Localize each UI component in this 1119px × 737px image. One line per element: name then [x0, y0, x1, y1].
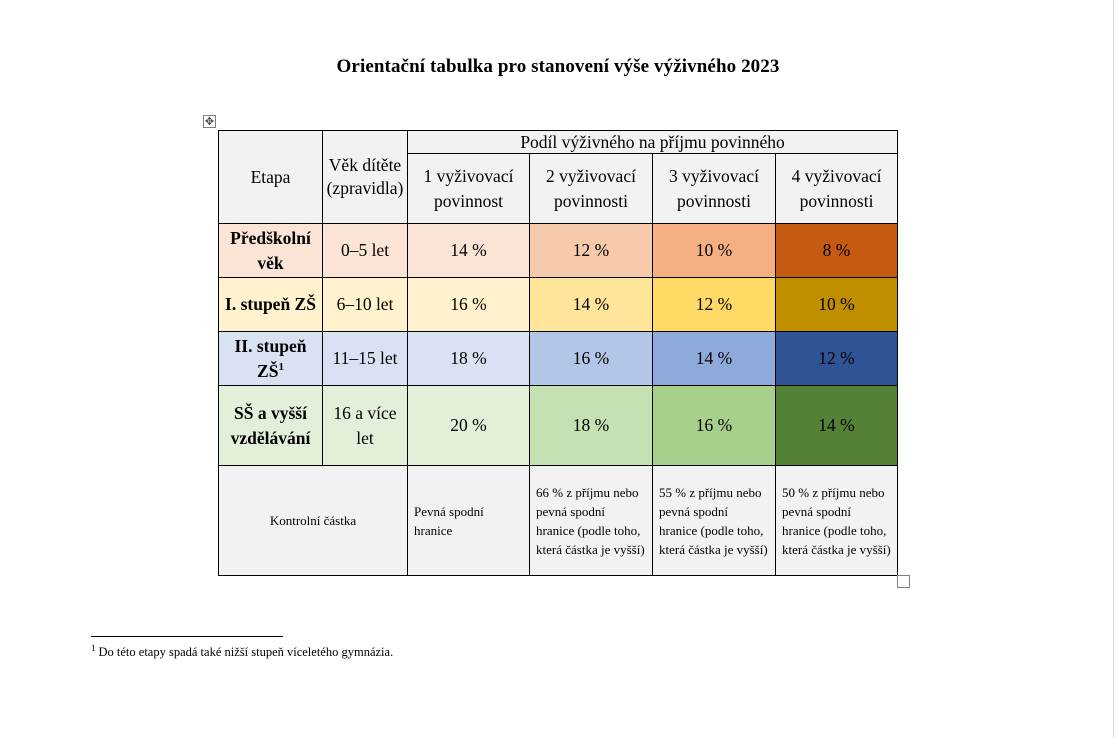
table-row-primary-2: II. stupeň ZŠ1 11–15 let 18 % 16 % 14 % … [218, 331, 899, 386]
footnote-separator [91, 636, 283, 637]
control-label: Kontrolní částka [218, 465, 408, 576]
share-value: 12 % [529, 223, 653, 278]
table-row-control: Kontrolní částka Pevná spodní hranice 66… [218, 465, 899, 576]
share-value: 12 % [774, 331, 899, 386]
control-cell-2: 66 % z příjmu nebo pevná spodní hranice … [529, 465, 653, 576]
stage-label-preschool: Předškolní věk [218, 223, 323, 278]
stage-label-primary-1: I. stupeň ZŠ [218, 277, 323, 332]
footnote-text: Do této etapy spadá také nižší stupeň ví… [98, 645, 394, 659]
share-value: 14 % [529, 277, 653, 332]
share-value: 18 % [529, 385, 653, 466]
share-value: 8 % [774, 223, 899, 278]
age-range-primary-1: 6–10 let [322, 277, 408, 332]
share-value: 14 % [652, 331, 776, 386]
control-cell-4: 50 % z příjmu nebo pevná spodní hranice … [774, 465, 899, 576]
age-range-primary-2: 11–15 let [322, 331, 408, 386]
table-row-preschool: Předškolní věk 0–5 let 14 % 12 % 10 % 8 … [218, 223, 899, 278]
footnote: 1 Do této etapy spadá také nižší stupeň v… [91, 642, 394, 660]
header-obligation-2: 2 vyživovací povinnosti [529, 153, 653, 224]
stage-text: Předškolní věk [230, 227, 311, 273]
table-resize-handle-icon[interactable] [897, 575, 910, 588]
alimony-table: Etapa Věk dítěte (zpravidla) Podíl výživ… [218, 130, 899, 576]
table-row-secondary: SŠ a vyšší vzdělávání 16 a více let 20 %… [218, 385, 899, 466]
header-obligation-1: 1 vyživovací povinnost [407, 153, 530, 224]
header-stage: Etapa [218, 130, 323, 224]
stage-text: I. stupeň ZŠ [225, 294, 316, 314]
share-value: 20 % [407, 385, 530, 466]
share-value: 18 % [407, 331, 530, 386]
table-move-handle-icon[interactable]: ✥ [203, 115, 216, 128]
stage-text: SŠ a vyšší vzdělávání [230, 402, 311, 448]
table-header-row-1: Etapa Věk dítěte (zpravidla) Podíl výživ… [218, 130, 899, 224]
age-range-secondary: 16 a více let [322, 385, 408, 466]
table-row-primary-1: I. stupeň ZŠ 6–10 let 16 % 14 % 12 % 10 … [218, 277, 899, 332]
stage-label-secondary: SŠ a vyšší vzdělávání [218, 385, 323, 466]
stage-label-primary-2: II. stupeň ZŠ1 [218, 331, 323, 386]
share-value: 16 % [407, 277, 530, 332]
footnote-mark: 1 [91, 642, 96, 653]
age-range-preschool: 0–5 let [322, 223, 408, 278]
table-header-row-2: 1 vyživovací povinnost 2 vyživovací povi… [219, 153, 899, 224]
header-obligation-4: 4 vyživovací povinnosti [774, 153, 899, 224]
share-value: 16 % [652, 385, 776, 466]
header-obligation-3: 3 vyživovací povinnosti [652, 153, 776, 224]
page-edge [1113, 0, 1114, 737]
document-title: Orientační tabulka pro stanovení výše vý… [336, 56, 780, 77]
share-value: 14 % [774, 385, 899, 466]
share-value: 10 % [652, 223, 776, 278]
share-value: 12 % [652, 277, 776, 332]
share-value: 14 % [407, 223, 530, 278]
control-cell-1: Pevná spodní hranice [407, 465, 530, 576]
share-value: 16 % [529, 331, 653, 386]
share-value: 10 % [774, 277, 899, 332]
footnote-reference[interactable]: 1 [278, 360, 284, 373]
stage-text: II. stupeň ZŠ [234, 335, 307, 381]
header-share-group: Podíl výživného na příjmu povinného [406, 130, 899, 154]
control-cell-3: 55 % z příjmu nebo pevná spodní hranice … [652, 465, 776, 576]
header-age: Věk dítěte (zpravidla) [322, 130, 408, 224]
